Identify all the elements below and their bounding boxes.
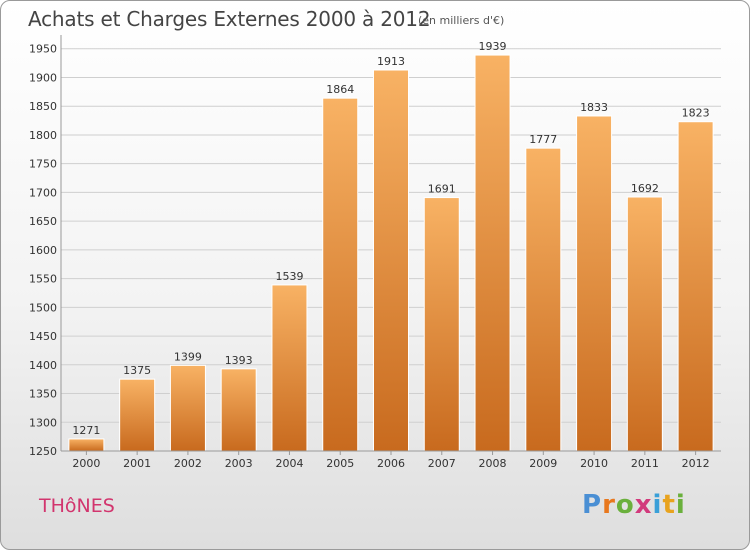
bar-value-label: 1399: [174, 350, 202, 363]
y-tick-label: 1350: [29, 388, 57, 401]
x-tick-label: 2005: [326, 457, 354, 470]
bar: [322, 97, 359, 452]
bar-value-label: 1833: [580, 101, 608, 114]
y-tick-label: 1600: [29, 244, 57, 257]
x-tick-label: 2001: [123, 457, 151, 470]
x-tick-label: 2009: [529, 457, 557, 470]
bar: [271, 284, 308, 452]
bar-value-label: 1913: [377, 55, 405, 68]
x-tick-label: 2012: [682, 457, 710, 470]
y-tick-label: 1650: [29, 215, 57, 228]
y-tick-label: 1400: [29, 359, 57, 372]
bar-value-label: 1823: [682, 107, 710, 120]
axes: 1250 1300 1350 1400 1450 1500 1550 1600 1650 1700…: [29, 35, 721, 470]
bar-value-label: 1939: [479, 40, 507, 53]
y-tick-label: 1900: [29, 71, 57, 84]
y-tick-label: 1300: [29, 416, 57, 429]
bar: [119, 378, 156, 452]
logo-letter: i: [652, 490, 663, 520]
y-tick-label: 1850: [29, 100, 57, 113]
y-tick-label: 1800: [29, 129, 57, 142]
x-tick-label: 2008: [479, 457, 507, 470]
x-tick-label: 2010: [580, 457, 608, 470]
proxiti-logo[interactable]: Proxiti: [582, 490, 686, 520]
commune-name: THôNES: [39, 495, 115, 517]
chart-title: Achats et Charges Externes 2000 à 2012: [28, 7, 431, 31]
x-tick-label: 2004: [275, 457, 303, 470]
bar: [423, 197, 460, 452]
bar: [576, 115, 613, 452]
bar-value-label: 1692: [631, 182, 659, 195]
bar-value-label: 1375: [123, 364, 151, 377]
logo-letter: o: [615, 490, 635, 520]
bar: [474, 54, 511, 452]
logo-letter: i: [675, 490, 686, 520]
logo-letter: x: [634, 490, 653, 520]
bar-value-label: 1691: [428, 183, 456, 196]
y-tick-label: 1550: [29, 273, 57, 286]
x-tick-label: 2000: [72, 457, 100, 470]
logo-letter: t: [662, 490, 676, 520]
y-tick-label: 1450: [29, 330, 57, 343]
x-tick-label: 2003: [225, 457, 253, 470]
y-tick-label: 1700: [29, 186, 57, 199]
x-tick-label: 2002: [174, 457, 202, 470]
y-tick-label: 1950: [29, 43, 57, 56]
bar: [626, 196, 663, 452]
x-tick-label: 2006: [377, 457, 405, 470]
x-tick-label: 2007: [428, 457, 456, 470]
bar: [525, 147, 562, 452]
x-tick-label: 2011: [631, 457, 659, 470]
bar: [373, 69, 409, 452]
bar: [677, 121, 714, 452]
bar-value-label: 1271: [72, 424, 100, 437]
bar-value-label: 1777: [529, 133, 557, 146]
y-tick-label: 1500: [29, 301, 57, 314]
y-tick-label: 1750: [29, 158, 57, 171]
logo-letter: r: [602, 490, 616, 520]
logo-letter: P: [582, 490, 603, 520]
bars: 1271 1375 1399 1393 1539 1864 1913 1691 1939 1777…: [68, 40, 714, 452]
bar: [68, 438, 105, 452]
bar-value-label: 1393: [225, 354, 253, 367]
bar: [169, 364, 206, 452]
bar: [220, 368, 257, 452]
bar-value-label: 1539: [275, 270, 303, 283]
chart-subtitle: (en milliers d'€): [418, 14, 505, 27]
bar-value-label: 1864: [326, 83, 354, 96]
y-tick-label: 1250: [29, 445, 57, 458]
